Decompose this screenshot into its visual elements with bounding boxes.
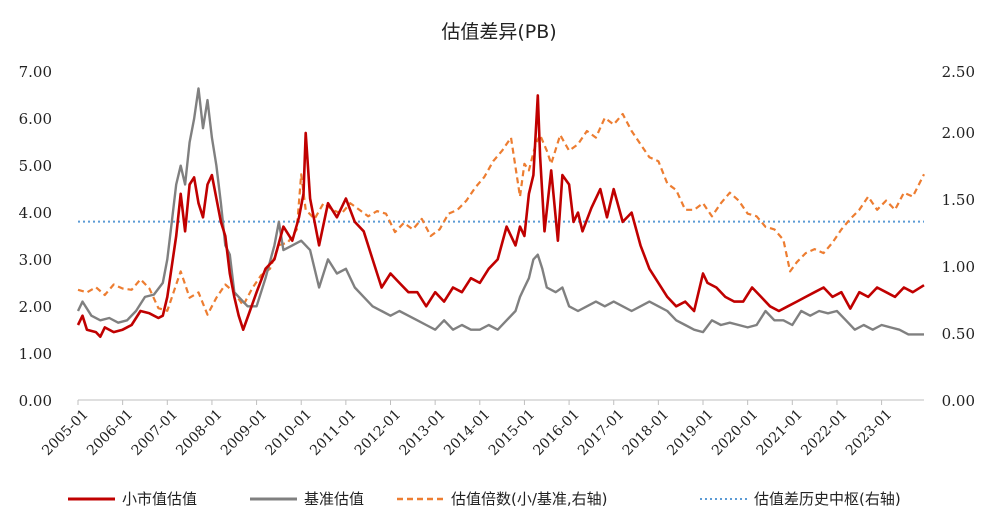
right-tick-label: 1.00 — [942, 258, 975, 276]
x-tick-label: 2015-01 — [486, 406, 538, 458]
x-tick-label: 2023-01 — [843, 406, 895, 458]
series-benchmark — [76, 87, 924, 336]
plot-area — [76, 87, 925, 338]
x-tick-label: 2016-01 — [530, 406, 582, 458]
right-tick-label: 0.50 — [942, 325, 975, 343]
right-tick-label: 0.00 — [942, 392, 975, 410]
series-small-cap — [76, 94, 925, 338]
left-axis-ticks: 0.00 1.00 2.00 3.00 4.00 5.00 6.00 7.00 — [19, 63, 52, 410]
left-tick-label: 7.00 — [19, 63, 52, 81]
left-tick-label: 4.00 — [19, 204, 52, 222]
left-tick-label: 1.00 — [19, 345, 52, 363]
x-tick-label: 2012-01 — [352, 406, 404, 458]
x-tick-label: 2021-01 — [754, 406, 806, 458]
x-tick-label: 2013-01 — [396, 406, 448, 458]
right-axis-ticks: 0.00 0.50 1.00 1.50 2.00 2.50 — [942, 63, 975, 410]
x-tick-label: 2022-01 — [798, 406, 850, 458]
left-tick-label: 6.00 — [19, 110, 52, 128]
x-tick-label: 2010-01 — [263, 406, 315, 458]
legend-label-center: 估值差历史中枢(右轴) — [754, 490, 901, 508]
legend-label-ratio: 估值倍数(小/基准,右轴) — [451, 490, 608, 508]
x-tick-label: 2008-01 — [173, 406, 225, 458]
right-tick-label: 1.50 — [942, 191, 975, 209]
x-tick-label: 2020-01 — [709, 406, 761, 458]
left-tick-label: 2.00 — [19, 298, 52, 316]
x-tick-label: 2017-01 — [575, 406, 627, 458]
x-tick-label: 2018-01 — [620, 406, 672, 458]
left-tick-label: 3.00 — [19, 251, 52, 269]
chart-title: 估值差异(PB) — [441, 21, 556, 43]
x-tick-label: 2005-01 — [39, 406, 91, 458]
x-tick-label: 2007-01 — [129, 406, 181, 458]
legend: 小市值估值 基准估值 估值倍数(小/基准,右轴) 估值差历史中枢(右轴) — [68, 490, 901, 508]
right-tick-label: 2.00 — [942, 124, 975, 142]
x-tick-label: 2019-01 — [664, 406, 716, 458]
x-tick-label: 2011-01 — [307, 406, 359, 458]
left-tick-label: 0.00 — [19, 392, 52, 410]
legend-label-small-cap: 小市值估值 — [122, 490, 197, 508]
left-tick-label: 5.00 — [19, 157, 52, 175]
series-ratio — [77, 112, 925, 316]
x-tick-label: 2014-01 — [441, 406, 493, 458]
x-axis-ticks: 2005-012006-012007-012008-012009-012010-… — [39, 400, 895, 459]
legend-label-benchmark: 基准估值 — [304, 490, 364, 508]
right-tick-label: 2.50 — [942, 63, 975, 81]
x-tick-label: 2009-01 — [218, 406, 270, 458]
x-tick-label: 2006-01 — [84, 406, 136, 458]
